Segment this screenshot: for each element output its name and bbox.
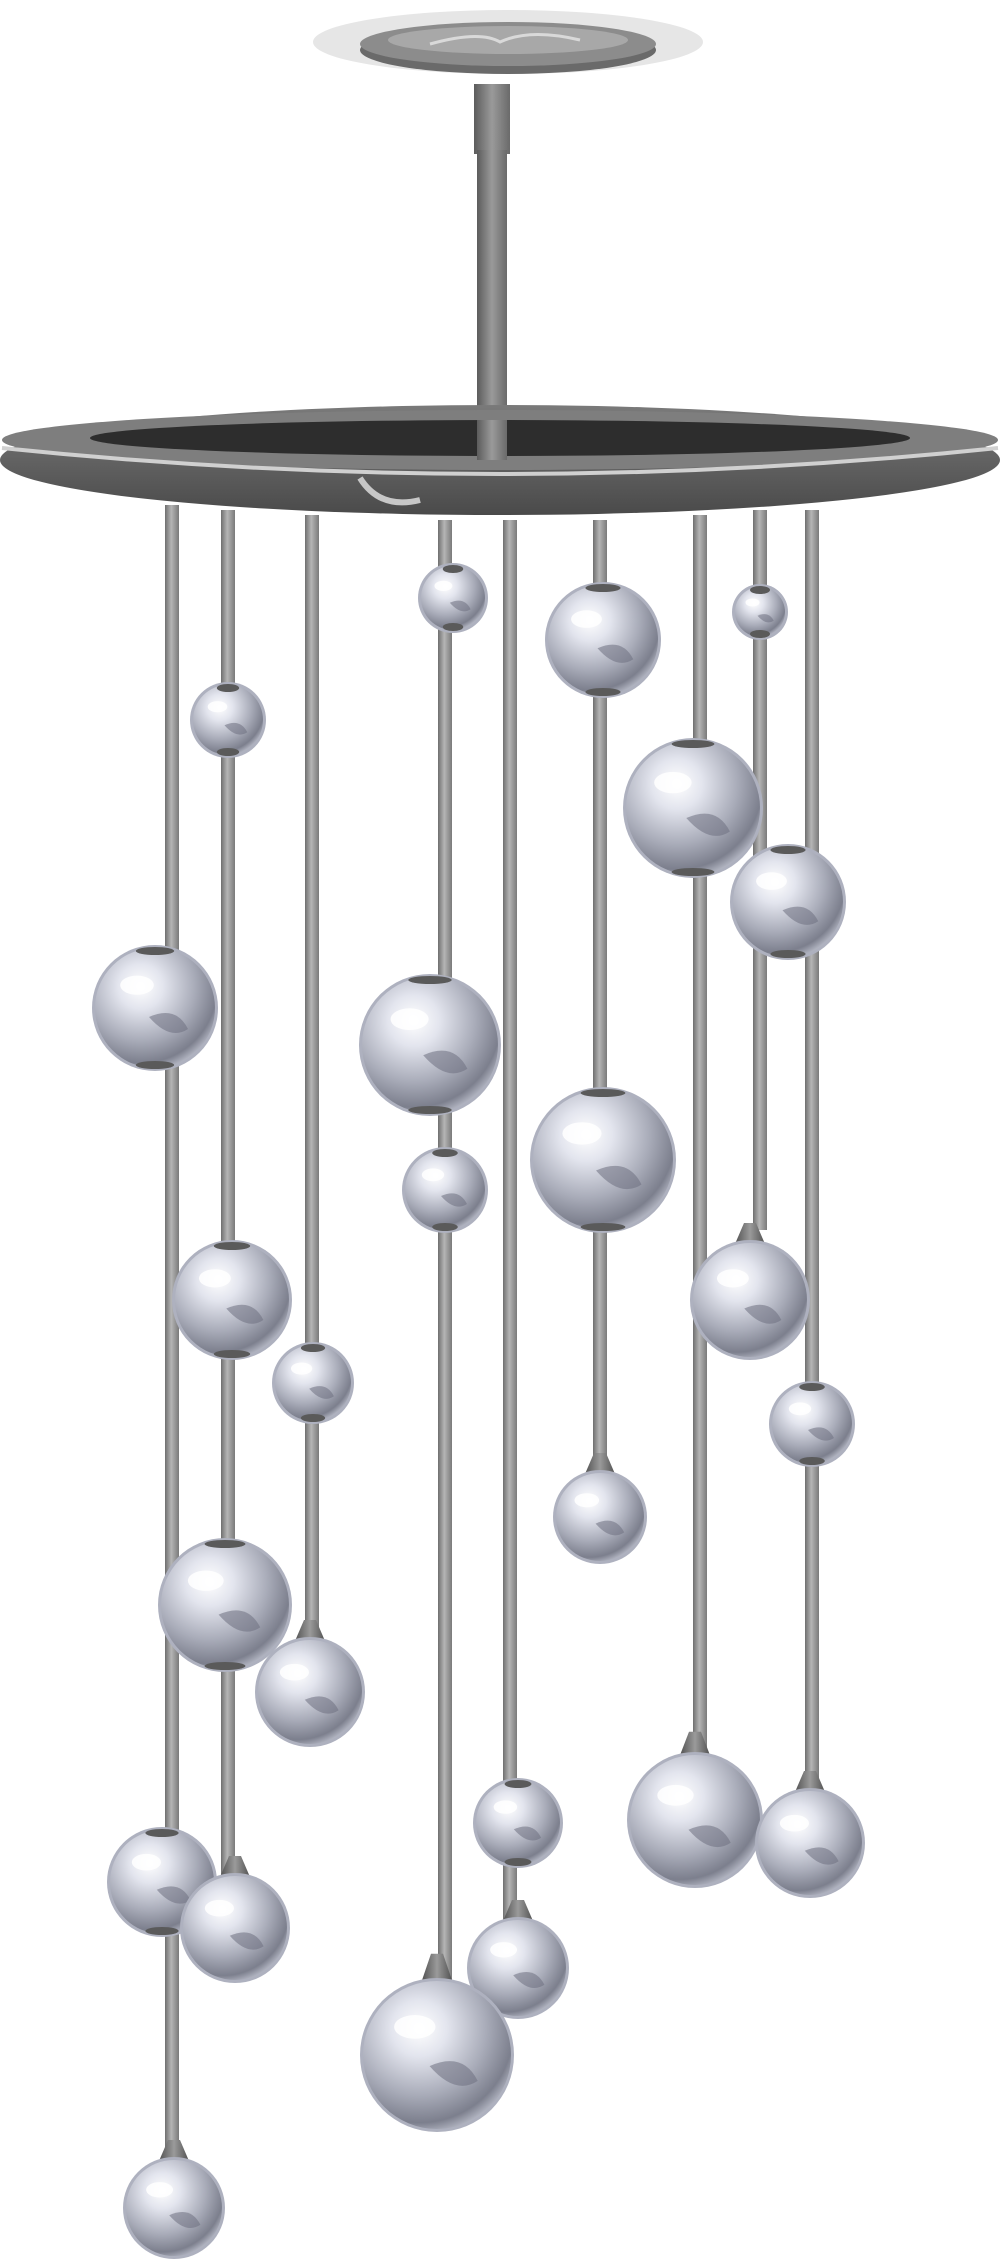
glass-sphere — [272, 1342, 354, 1424]
glass-sphere — [92, 945, 218, 1071]
center-stem — [474, 84, 510, 460]
sphere-band-bottom — [432, 1223, 458, 1231]
sphere-band-bottom — [750, 630, 770, 638]
sphere-band-top — [408, 976, 452, 984]
sphere-band-bottom — [300, 1414, 326, 1422]
glass-sphere — [402, 1147, 488, 1233]
glass-sphere — [180, 1856, 290, 1983]
sphere-band-top — [213, 1242, 251, 1250]
sphere-band-top — [300, 1344, 326, 1352]
sphere-band-bottom — [442, 623, 464, 631]
ceiling-canopy — [313, 10, 703, 74]
sphere-band-bottom — [770, 950, 806, 958]
sphere-band-top — [204, 1540, 246, 1548]
pendants — [92, 505, 865, 2259]
sphere-band-top — [585, 584, 621, 592]
sphere-band-bottom — [580, 1223, 626, 1231]
glass-sphere — [530, 1087, 676, 1233]
sphere-band-top — [671, 740, 715, 748]
sphere-band-bottom — [204, 1662, 246, 1670]
sphere-band-bottom — [671, 868, 715, 876]
sphere-band-bottom — [213, 1350, 251, 1358]
pendant-rod — [593, 520, 607, 1480]
glass-sphere — [730, 844, 846, 960]
glass-sphere — [158, 1538, 292, 1672]
glass-sphere — [190, 682, 266, 758]
pendant-rod — [693, 515, 707, 1760]
glass-sphere — [418, 563, 488, 633]
pendant-rod — [503, 520, 517, 1920]
glass-sphere — [172, 1240, 292, 1360]
glass-sphere — [755, 1771, 865, 1898]
sphere-band-bottom — [135, 1061, 175, 1069]
top-disc — [0, 405, 1000, 515]
pendant-rod — [438, 520, 452, 1990]
pendant-rod — [805, 510, 819, 1790]
sphere-band-top — [432, 1149, 458, 1157]
glass-sphere — [623, 738, 763, 878]
glass-sphere — [359, 974, 501, 1116]
glass-sphere — [123, 2140, 225, 2259]
pendant-rod — [305, 515, 319, 1650]
sphere-band-top — [442, 565, 464, 573]
glass-sphere — [360, 1953, 514, 2132]
sphere-band-top — [135, 947, 175, 955]
sphere-band-bottom — [504, 1858, 532, 1866]
sphere-band-top — [504, 1780, 532, 1788]
sphere-band-top — [580, 1089, 626, 1097]
glass-sphere — [545, 582, 661, 698]
glass-sphere — [553, 1453, 647, 1564]
glass-sphere — [255, 1620, 365, 1747]
glass-sphere — [732, 584, 788, 640]
glass-sphere — [769, 1381, 855, 1467]
glass-sphere — [467, 1900, 569, 2019]
pendant-rod — [165, 505, 179, 2150]
sphere-band-bottom — [216, 748, 240, 756]
sphere-band-bottom — [585, 688, 621, 696]
sphere-band-top — [799, 1383, 825, 1391]
sphere-band-top — [770, 846, 806, 854]
glass-sphere — [690, 1223, 810, 1360]
sphere-band-bottom — [408, 1106, 452, 1114]
glass-sphere — [627, 1731, 763, 1888]
sphere-band-top — [145, 1829, 179, 1837]
sphere-band-bottom — [145, 1927, 179, 1935]
sphere-band-bottom — [799, 1457, 825, 1465]
sphere-band-top — [750, 586, 770, 594]
glass-sphere — [473, 1778, 563, 1868]
sphere-band-top — [216, 684, 240, 692]
